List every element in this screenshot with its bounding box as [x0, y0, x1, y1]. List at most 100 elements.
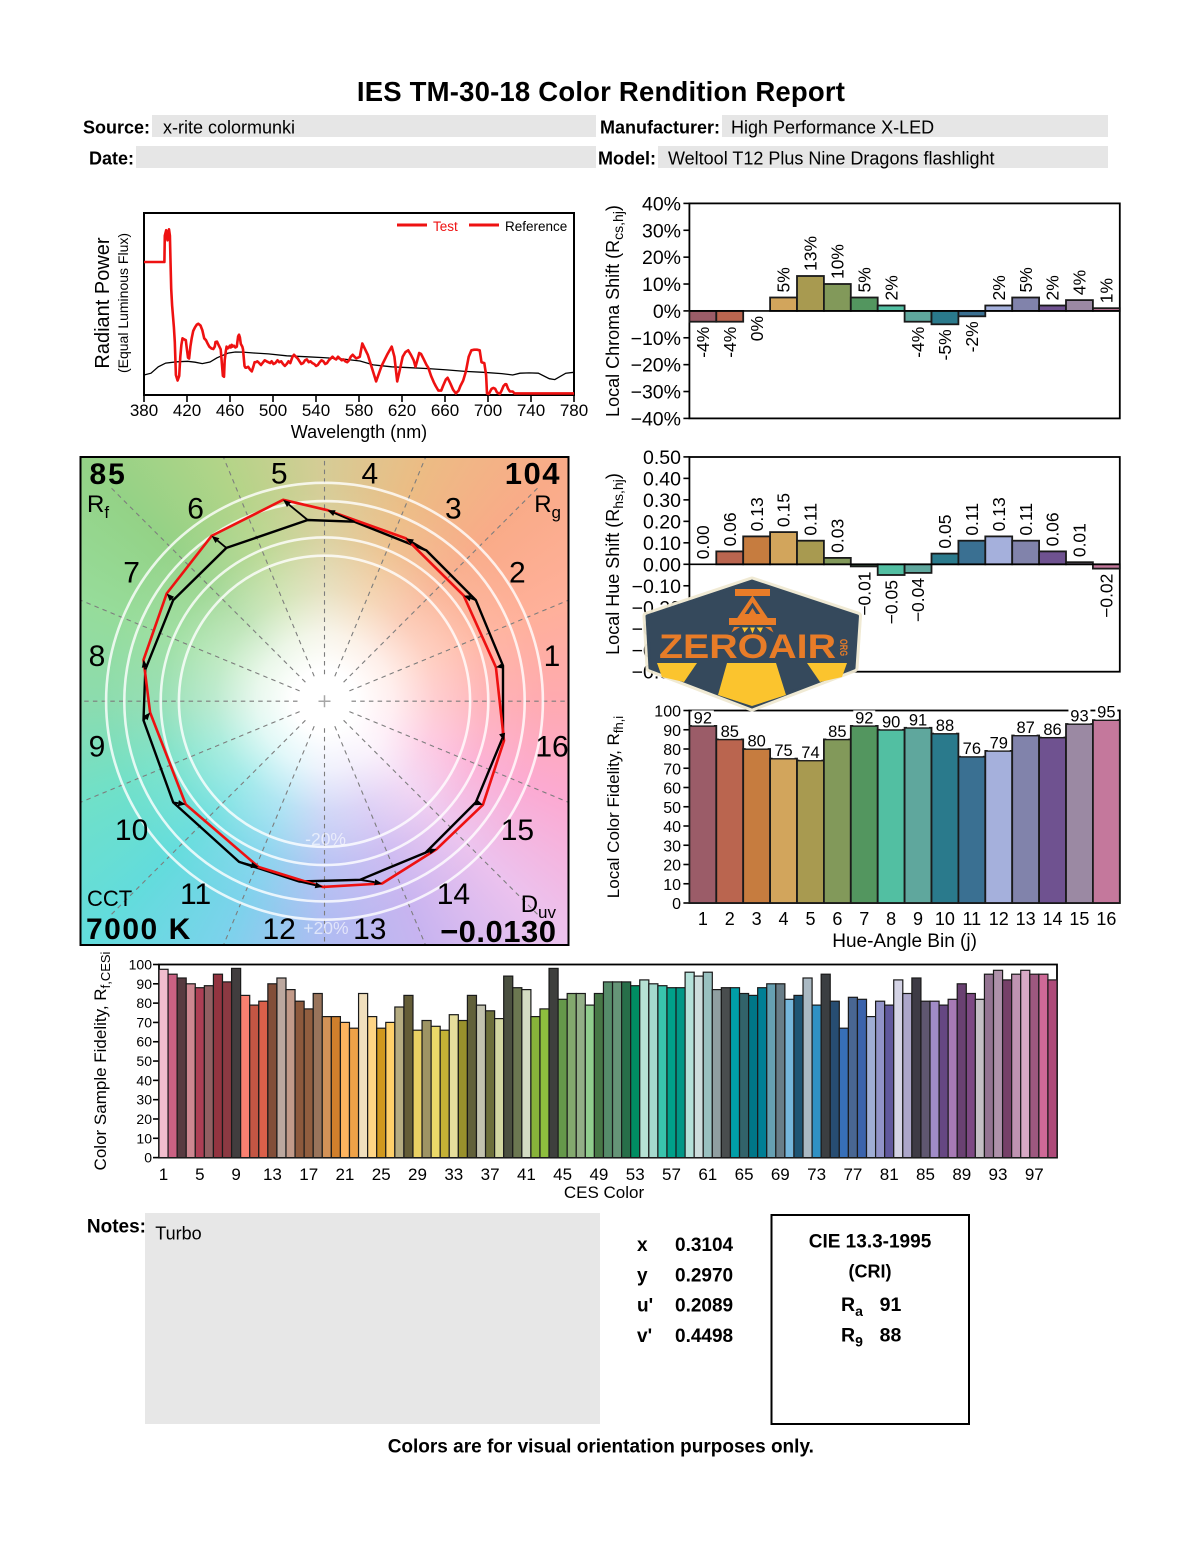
- svg-text:87: 87: [1016, 719, 1034, 737]
- svg-text:660: 660: [431, 401, 459, 420]
- svg-text:12: 12: [263, 913, 296, 946]
- svg-text:30%: 30%: [642, 220, 681, 242]
- svg-text:Date:: Date:: [89, 149, 134, 169]
- svg-text:7: 7: [859, 909, 869, 929]
- svg-text:9: 9: [913, 909, 923, 929]
- svg-text:0.05: 0.05: [935, 514, 955, 548]
- svg-text:−0.04: −0.04: [908, 578, 928, 623]
- svg-text:5: 5: [195, 1165, 204, 1184]
- svg-text:80: 80: [136, 995, 152, 1011]
- svg-text:50: 50: [136, 1053, 152, 1069]
- svg-text:-20%: -20%: [305, 829, 346, 849]
- svg-text:100: 100: [129, 957, 153, 973]
- svg-text:93: 93: [989, 1165, 1008, 1184]
- svg-text:65: 65: [735, 1165, 754, 1184]
- svg-text:21: 21: [335, 1165, 354, 1184]
- svg-text:(CRI): (CRI): [849, 1262, 892, 1282]
- svg-text:20: 20: [136, 1111, 152, 1127]
- svg-text:29: 29: [408, 1165, 427, 1184]
- svg-text:85: 85: [721, 723, 739, 741]
- svg-text:620: 620: [388, 401, 416, 420]
- svg-text:CCT: CCT: [87, 886, 132, 911]
- svg-text:Local Hue Shift (Rhs,hj): Local Hue Shift (Rhs,hj): [603, 473, 626, 655]
- svg-text:Manufacturer:: Manufacturer:: [600, 118, 720, 138]
- svg-text:−0.10: −0.10: [632, 576, 681, 598]
- svg-text:16: 16: [535, 731, 568, 764]
- svg-text:−0.0130: −0.0130: [440, 914, 556, 949]
- svg-text:1%: 1%: [1097, 278, 1117, 303]
- svg-text:−20%: −20%: [631, 355, 681, 377]
- svg-text:60: 60: [663, 781, 681, 798]
- svg-text:(Equal Luminous Flux): (Equal Luminous Flux): [115, 233, 131, 373]
- svg-text:6: 6: [832, 909, 842, 929]
- svg-text:57: 57: [662, 1165, 681, 1184]
- svg-text:70: 70: [136, 1014, 152, 1030]
- svg-text:-4%: -4%: [720, 327, 740, 358]
- svg-text:-5%: -5%: [935, 329, 955, 360]
- svg-text:Test: Test: [433, 219, 458, 234]
- svg-text:61: 61: [698, 1165, 717, 1184]
- svg-text:700: 700: [474, 401, 502, 420]
- svg-text:0.10: 0.10: [643, 533, 681, 555]
- svg-text:13: 13: [1016, 909, 1036, 929]
- svg-text:92: 92: [855, 709, 873, 727]
- svg-text:0.4498: 0.4498: [675, 1326, 733, 1347]
- svg-text:5: 5: [805, 909, 815, 929]
- svg-text:74: 74: [801, 744, 819, 762]
- svg-text:88: 88: [880, 1325, 902, 1347]
- svg-text:0.01: 0.01: [1070, 523, 1090, 557]
- svg-text:95: 95: [1097, 704, 1115, 722]
- svg-text:11: 11: [963, 909, 982, 929]
- svg-text:6: 6: [187, 492, 204, 525]
- svg-text:0.13: 0.13: [747, 497, 767, 531]
- svg-text:11: 11: [180, 878, 211, 911]
- svg-text:-4%: -4%: [908, 327, 928, 358]
- svg-text:100: 100: [654, 704, 681, 721]
- svg-text:Color Sample Fidelity, Rf,CESi: Color Sample Fidelity, Rf,CESi: [91, 951, 113, 1170]
- svg-text:0.11: 0.11: [801, 503, 821, 536]
- svg-text:13: 13: [263, 1165, 282, 1184]
- svg-text:2: 2: [509, 556, 526, 589]
- svg-text:Source:: Source:: [83, 118, 150, 138]
- svg-text:69: 69: [771, 1165, 790, 1184]
- svg-text:5%: 5%: [1016, 267, 1036, 292]
- svg-text:5: 5: [271, 458, 288, 491]
- svg-text:+20%: +20%: [303, 918, 348, 938]
- svg-text:780: 780: [560, 401, 588, 420]
- svg-text:15: 15: [501, 814, 534, 847]
- svg-text:0.2970: 0.2970: [675, 1265, 733, 1286]
- svg-text:0: 0: [144, 1150, 152, 1166]
- svg-text:10: 10: [663, 877, 681, 894]
- svg-text:0: 0: [672, 896, 681, 913]
- svg-text:10%: 10%: [828, 244, 848, 279]
- svg-text:91: 91: [909, 711, 927, 729]
- svg-text:20: 20: [663, 858, 681, 875]
- svg-text:0.40: 0.40: [643, 468, 681, 490]
- svg-text:7000 K: 7000 K: [86, 913, 192, 946]
- svg-text:-2%: -2%: [962, 321, 982, 352]
- svg-text:Rf: Rf: [87, 491, 109, 522]
- svg-text:49: 49: [589, 1165, 608, 1184]
- svg-text:7: 7: [123, 556, 140, 589]
- svg-text:Rg: Rg: [534, 491, 561, 522]
- svg-text:380: 380: [130, 401, 158, 420]
- svg-text:−10%: −10%: [631, 328, 681, 350]
- svg-text:2%: 2%: [1043, 275, 1063, 300]
- svg-text:420: 420: [173, 401, 201, 420]
- svg-text:0.13: 0.13: [989, 497, 1009, 531]
- svg-text:13%: 13%: [801, 236, 821, 271]
- svg-text:17: 17: [299, 1165, 318, 1184]
- svg-text:10%: 10%: [642, 274, 681, 296]
- svg-text:15: 15: [1069, 909, 1089, 929]
- svg-text:104: 104: [505, 456, 561, 491]
- svg-text:0%: 0%: [747, 316, 767, 341]
- svg-text:8: 8: [886, 909, 896, 929]
- svg-text:60: 60: [136, 1034, 152, 1050]
- svg-text:460: 460: [216, 401, 244, 420]
- svg-text:−0.01: −0.01: [854, 571, 874, 615]
- svg-text:90: 90: [882, 713, 900, 731]
- svg-text:2%: 2%: [881, 275, 901, 300]
- svg-text:ORG: ORG: [837, 639, 849, 656]
- svg-text:Weltool T12 Plus Nine Dragons: Weltool T12 Plus Nine Dragons flashlight: [668, 149, 995, 169]
- svg-text:88: 88: [936, 717, 954, 735]
